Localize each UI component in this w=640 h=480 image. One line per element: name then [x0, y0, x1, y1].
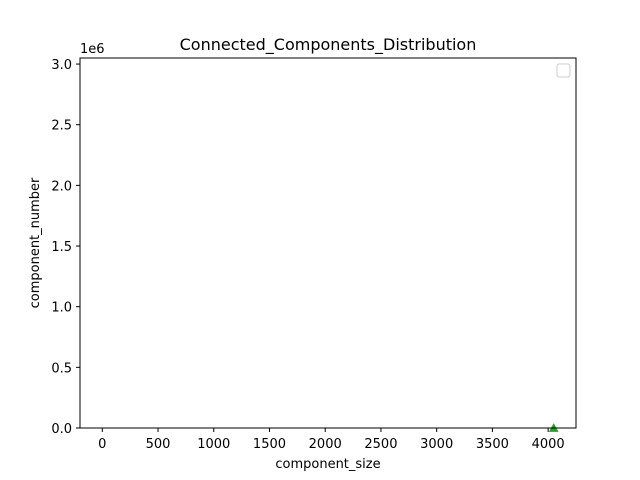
y-tick-label: 2.5: [51, 119, 72, 134]
plot-background: [80, 58, 576, 428]
y-tick-label: 1.5: [51, 240, 72, 255]
plot-area: [80, 58, 576, 428]
y-axis-ticks: 0.0 0.5 1.0 1.5 2.0 2.5 3.0: [51, 58, 80, 437]
x-tick-label: 1500: [253, 437, 286, 452]
plot-frame: [79, 57, 577, 429]
x-tick-label: 2000: [309, 437, 342, 452]
x-tick-label: 0: [98, 437, 106, 452]
x-tick-label: 3000: [420, 437, 453, 452]
y-tick-label: 1.0: [51, 301, 72, 316]
x-tick-label: 1000: [197, 437, 230, 452]
y-axis-label: component_number: [28, 177, 43, 308]
chart-title: Connected_Components_Distribution: [180, 35, 477, 55]
x-axis-label: component_size: [275, 457, 380, 472]
x-tick-label: 3500: [476, 437, 509, 452]
x-axis-ticks: 0 500 1000 1500 2000 2500 3000 3500 4000: [98, 428, 565, 452]
x-tick-label: 4000: [532, 437, 565, 452]
y-tick-label: 2.0: [51, 179, 72, 194]
y-axis-offset-label: 1e6: [80, 42, 105, 57]
x-tick-label: 2500: [364, 437, 397, 452]
y-tick-label: 0.5: [51, 361, 72, 376]
y-tick-label: 3.0: [51, 58, 72, 73]
y-tick-label: 0.0: [51, 422, 72, 437]
legend-box[interactable]: [556, 63, 571, 78]
x-tick-label: 500: [146, 437, 171, 452]
